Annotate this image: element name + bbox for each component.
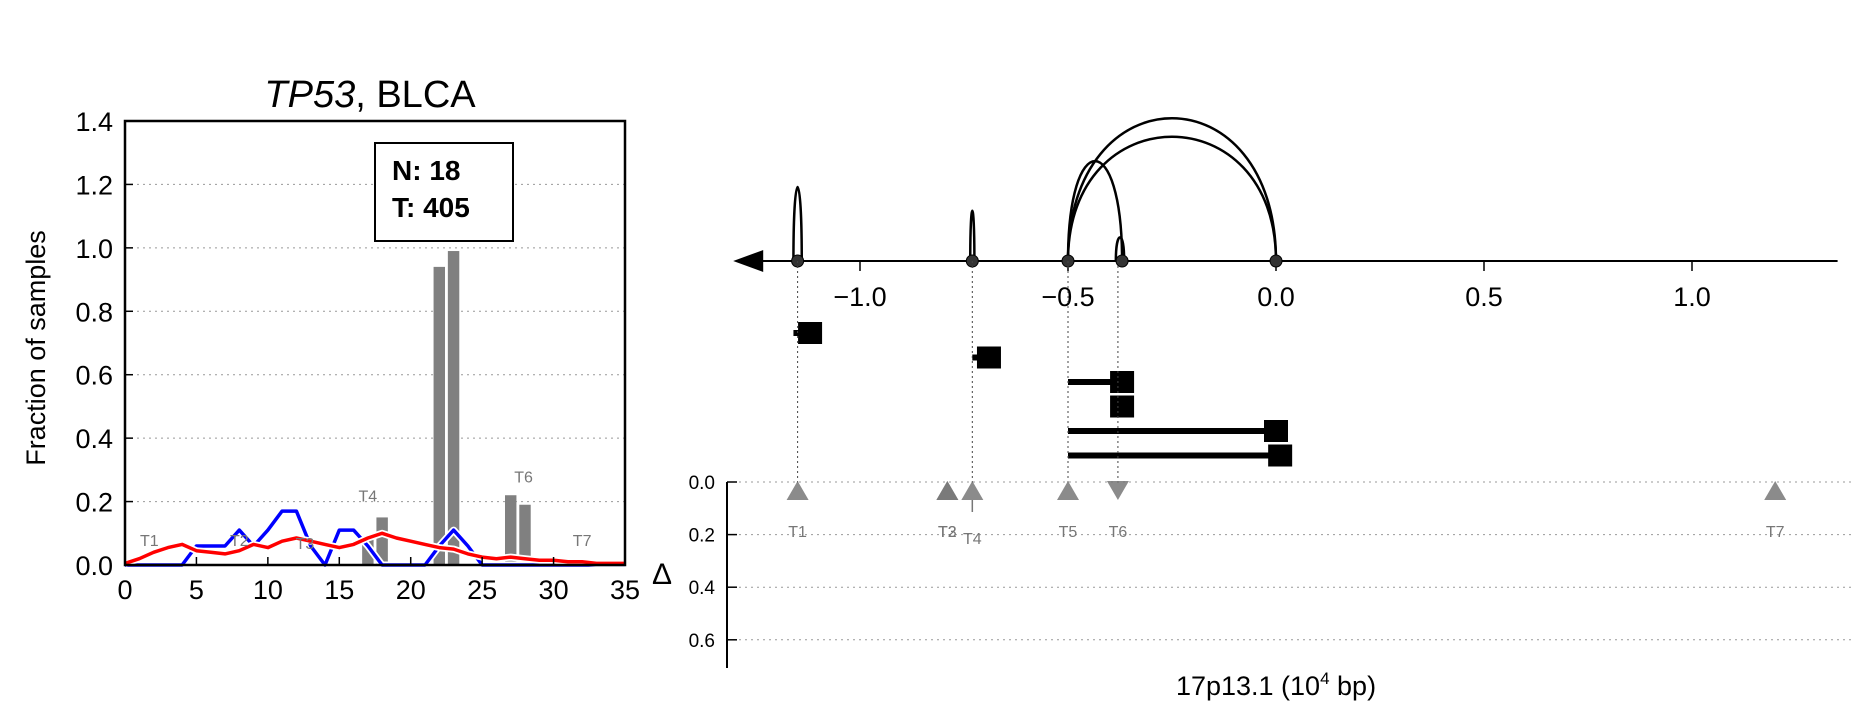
series-line [124,531,625,566]
bar [433,266,445,565]
annotation-label: T3 [296,536,315,553]
t-label: T: 405 [392,192,470,223]
y-tick-label: 1.4 [75,107,113,137]
marker-triangle-icon [1764,481,1787,500]
marker-triangle-icon [1057,481,1079,500]
title-rest: , BLCA [355,74,476,116]
annotation-label: T1 [140,533,159,550]
bar [519,504,531,565]
y-tick-label: 1.2 [75,170,113,200]
marker-triangle-icon [1106,481,1129,500]
delta-axis-label: Δ [652,558,672,591]
legend-box: N: 18 T: 405 [374,142,514,242]
arc [792,186,804,262]
segment-block [1110,371,1135,393]
marker-triangle-icon [961,481,984,500]
marker-label: T3 [938,524,957,541]
legend-box-frame [374,142,514,242]
marker-label: T5 [1059,524,1078,541]
marker-label: T1 [788,524,807,541]
delta-y-tick-label: 0.4 [689,578,716,599]
segment-block [1110,395,1135,418]
axes: 0 5 10 15 20 25 30 35 0.0 0.2 0.4 0.6 0.8 1.0 1.2 1.4 [75,107,640,605]
x-tick-label: 15 [324,575,354,605]
annotation-label: T7 [573,533,592,550]
x-tick-label: 30 [539,575,569,605]
segment-block [798,322,823,344]
annotations: T1 T2 T3 T4 T6 T7 [140,470,592,554]
x-tick-label: 5 [189,575,204,605]
bar [505,495,517,565]
segment-block [976,346,1001,369]
segment-block [1268,444,1293,467]
chart-title: TP53, BLCA [264,74,476,116]
marker-label: T4 [963,531,982,548]
marker-triangle-icon [936,481,959,500]
arc [968,209,976,262]
annotation-label: T2 [230,533,249,550]
n-label: N: 18 [392,155,460,186]
segment-block [1264,420,1288,442]
x-label-tail: bp) [1330,671,1377,701]
x-tick-label: 0 [117,575,132,605]
genomic-x-tick-label: 0.5 [1465,282,1503,312]
y-tick-label: 0.4 [75,424,113,454]
annotation-label: T4 [359,489,378,506]
y-tick-label: 0.6 [75,361,113,391]
marker-label: T7 [1766,524,1785,541]
y-tick-label: 0.2 [75,488,113,518]
arc-node [1269,254,1283,268]
marker-label: T6 [1109,524,1128,541]
y-tick-label: 0.8 [75,297,113,327]
x-tick-label: 10 [253,575,283,605]
annotation-label: T6 [514,470,533,487]
title-gene: TP53 [264,74,355,116]
x-label-main: 17p13.1 (10 [1176,671,1320,701]
genomic-axis: −1.0 −0.5 0.0 0.5 1.0 [733,250,1838,312]
delta-y-tick-label: 0.6 [689,631,715,652]
bar-chart-left: TP53, BLCA Fraction of samples T1 T2 T3T4T… [21,74,640,605]
bar [362,539,374,565]
x-tick-label: 20 [396,575,426,605]
y-tick-label: 1.0 [75,234,113,264]
delta-y-tick-label: 0.0 [689,473,715,494]
bar [447,251,460,565]
bars [362,251,531,565]
segments [793,322,1293,467]
series-lines [123,507,625,569]
marker-label: T2 [938,524,957,541]
genomic-x-tick-label: −1.0 [833,282,886,312]
y-tick-label: 0.0 [75,551,113,581]
genomic-x-tick-label: 1.0 [1673,282,1711,312]
y-axis-label: Fraction of samples [21,230,51,466]
x-tick-label: 35 [610,575,640,605]
marker-triangle-icon [786,481,809,500]
guide-lines [797,261,1119,485]
arc-node [1115,254,1129,268]
bar [376,517,388,565]
arcs [792,117,1278,262]
x-label-exponent: 4 [1320,669,1329,688]
strand-arrow-icon [733,250,764,272]
plot-frame [123,119,627,567]
delta-y-tick-label: 0.2 [689,526,715,547]
arc [1066,135,1278,262]
genomic-x-label: 17p13.1 (104 bp) [1176,669,1376,701]
arc [1114,236,1126,262]
arc [1066,117,1278,262]
x-tick-label: 25 [467,575,497,605]
genomic-x-tick-label: 0.0 [1257,282,1295,312]
